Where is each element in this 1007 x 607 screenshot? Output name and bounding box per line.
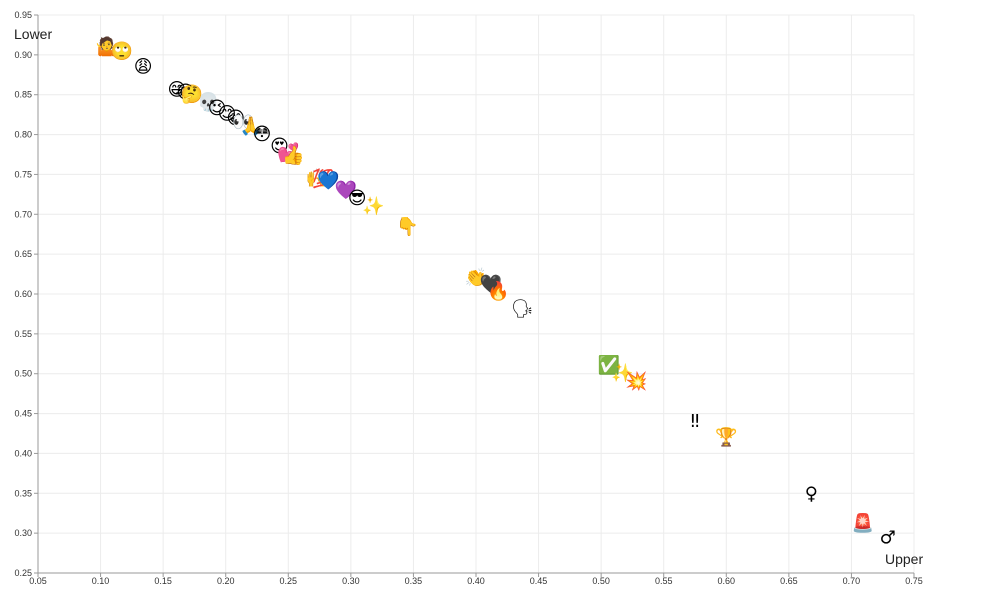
data-point: 👇	[396, 217, 418, 238]
data-point: ♀	[805, 484, 818, 505]
y-tick-label: 0.45	[14, 409, 32, 419]
x-tick-label: 0.30	[342, 576, 360, 586]
y-tick-label: 0.35	[14, 488, 32, 498]
data-point: 🖤	[480, 274, 503, 295]
x-tick-label: 0.05	[29, 576, 47, 586]
data-point: 🤷	[96, 35, 118, 57]
y-tick-label: 0.30	[14, 528, 32, 538]
data-point: 💯	[312, 168, 334, 190]
y-tick-label: 0.55	[14, 329, 32, 339]
axes: 0.05 0.10 0.15 0.20 0.25 0.30 0.35 0.40 0.45 0.50…	[14, 10, 922, 586]
x-tick-label: 0.20	[217, 576, 235, 586]
data-point: 😎	[348, 188, 367, 209]
data-point: 😉	[208, 98, 227, 119]
x-tick-label: 0.35	[405, 576, 423, 586]
data-point: 💕	[277, 141, 299, 163]
data-point: 😩	[134, 56, 153, 77]
y-tick-label: 0.85	[14, 90, 32, 100]
y-tick-label: 0.75	[14, 169, 32, 179]
y-tick-label: 0.90	[14, 50, 32, 60]
x-tick-label: 0.70	[843, 576, 861, 586]
data-point: 🙏	[240, 116, 262, 137]
data-point: 👏	[465, 267, 487, 289]
data-point: ♂	[880, 527, 896, 548]
data-point: ✅	[597, 354, 619, 376]
grid	[37, 14, 915, 574]
data-point: ✨	[611, 363, 633, 384]
data-point: 🚨	[851, 512, 873, 534]
x-tick-label: 0.60	[718, 576, 736, 586]
data-point: 👀	[232, 112, 254, 133]
x-tick-label: 0.15	[154, 576, 172, 586]
x-tick-label: 0.55	[655, 576, 673, 586]
data-point: ✨	[362, 196, 384, 217]
x-tick-label: 0.65	[780, 576, 798, 586]
data-point: 😅	[168, 79, 187, 100]
data-point: 🏆	[715, 426, 737, 448]
y-tick-label: 0.70	[14, 209, 32, 219]
data-point: 😍	[270, 136, 289, 157]
x-tick-label: 0.10	[92, 576, 110, 586]
data-point: 👍	[282, 145, 304, 167]
data-point: 🔥	[487, 280, 509, 302]
y-tick-label: 0.95	[14, 10, 32, 20]
y-tick-label: 0.50	[14, 369, 32, 379]
data-point: 😊	[218, 103, 237, 124]
x-tick-label: 0.25	[280, 576, 298, 586]
y-axis-title: Lower	[14, 26, 52, 42]
x-tick-label: 0.50	[592, 576, 610, 586]
data-point: 💙	[317, 170, 340, 191]
x-tick-label: 0.75	[905, 576, 923, 586]
x-axis-title: Upper	[885, 551, 923, 567]
data-point: 💜	[335, 180, 358, 201]
data-point: 😳	[253, 124, 272, 145]
data-point: 🙄	[111, 41, 133, 62]
y-tick-label: 0.60	[14, 289, 32, 299]
y-tick-label: 0.65	[14, 249, 32, 259]
data-point: 🤔	[181, 84, 203, 105]
y-tick-label: 0.25	[14, 568, 32, 578]
data-point: 🙌	[306, 168, 328, 189]
data-points: 🤷🙄😩😅😂🤔💀😉😊😁👀🙏😳😍💕👍🙌💯💙💜😎✨👇👏🖤🔥🗣✅✨💥‼🏆♀🚨♂	[96, 35, 896, 548]
y-tick-label: 0.80	[14, 130, 32, 140]
x-tick-label: 0.45	[530, 576, 548, 586]
x-tick-label: 0.40	[467, 576, 485, 586]
data-point: 💀	[197, 91, 219, 113]
data-point: 😂	[175, 82, 196, 103]
data-point: 💥	[625, 370, 647, 392]
data-point: 😁	[226, 108, 245, 129]
y-tick-label: 0.40	[14, 448, 32, 458]
data-point: ‼	[691, 411, 700, 432]
data-point: 🗣	[511, 299, 534, 320]
